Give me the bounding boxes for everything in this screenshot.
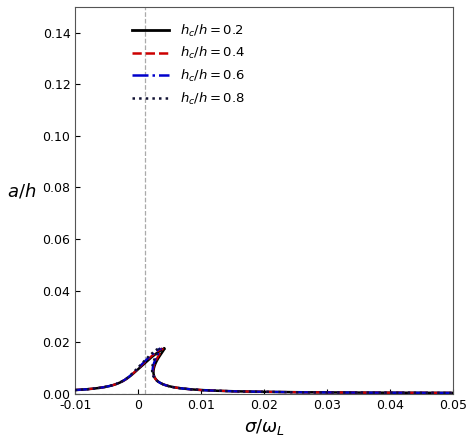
Y-axis label: $a/h$: $a/h$ xyxy=(7,181,36,200)
X-axis label: $\sigma/\omega_L$: $\sigma/\omega_L$ xyxy=(244,417,284,437)
Legend: $h_c/h = 0.2$, $h_c/h = 0.4$, $h_c/h = 0.6$, $h_c/h = 0.8$: $h_c/h = 0.2$, $h_c/h = 0.4$, $h_c/h = 0… xyxy=(127,17,251,112)
